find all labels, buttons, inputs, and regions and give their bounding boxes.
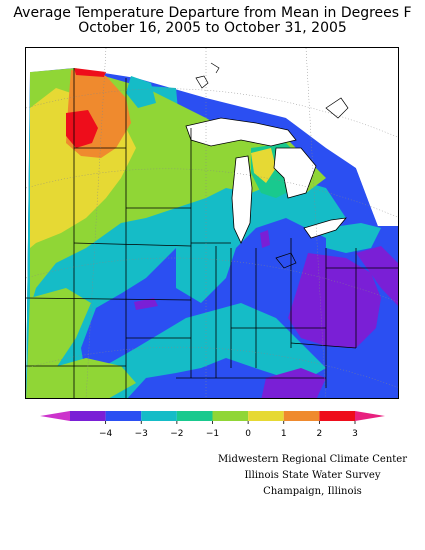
legend-tick-label: 0 (245, 429, 251, 439)
temperature-departure-map (25, 47, 399, 399)
legend-tick-label: −1 (206, 429, 219, 439)
state-boundaries (26, 68, 398, 398)
credits-line-2: Illinois State Water Survey (244, 470, 381, 481)
credits: Midwestern Regional Climate Center Illin… (200, 452, 425, 500)
zone-purple-small (134, 298, 158, 310)
legend-tick-label: 2 (317, 429, 323, 439)
legend-swatch (141, 411, 177, 421)
legend-swatch (70, 411, 106, 421)
legend-svg: −4−3−2−101234 (40, 411, 385, 439)
legend-tick-label: 1 (281, 429, 287, 439)
zone-teal-northeast (326, 223, 381, 253)
zone-green-southwest (26, 288, 91, 398)
map-svg (26, 48, 398, 398)
legend-tick-label: 3 (352, 429, 358, 439)
legend-swatch (248, 411, 284, 421)
legend-swatch (176, 411, 213, 421)
zone-green-southcentral (46, 358, 136, 398)
legend-swatch (355, 411, 385, 421)
credits-line-3: Champaign, Illinois (263, 486, 362, 497)
color-legend: −4−3−2−101234 (40, 409, 385, 439)
zone-teal-south (86, 303, 326, 398)
zone-purple-east (288, 253, 381, 348)
legend-swatch (212, 411, 249, 421)
legend-swatch (40, 411, 70, 421)
map-title: Average Temperature Departure from Mean … (0, 6, 425, 36)
lake-superior (185, 117, 297, 147)
zone-red-strip (74, 68, 106, 77)
lake-michigan (231, 155, 253, 244)
title-line-2: October 16, 2005 to October 31, 2005 (78, 20, 347, 36)
zone-teal-north (126, 76, 156, 108)
legend-swatch (105, 411, 142, 421)
outside-top-right (266, 48, 398, 226)
legend-tick-label: −3 (135, 429, 148, 439)
zone-purple-south (261, 368, 326, 398)
zone-teal-central (176, 168, 346, 303)
credits-line-1: Midwestern Regional Climate Center (218, 454, 407, 465)
zone-purple-dot (260, 230, 270, 248)
zone-purple-east-upper (356, 246, 398, 306)
legend-swatch (319, 411, 355, 421)
title-line-1: Average Temperature Departure from Mean … (13, 5, 412, 21)
lake-huron (273, 147, 317, 199)
lake-erie (303, 217, 347, 239)
legend-tick-label: −4 (99, 429, 113, 439)
legend-swatch (283, 411, 320, 421)
coastlines (195, 62, 349, 269)
graticule (26, 48, 398, 398)
zone-yellow-michigan (251, 148, 276, 183)
legend-tick-label: −2 (170, 429, 183, 439)
